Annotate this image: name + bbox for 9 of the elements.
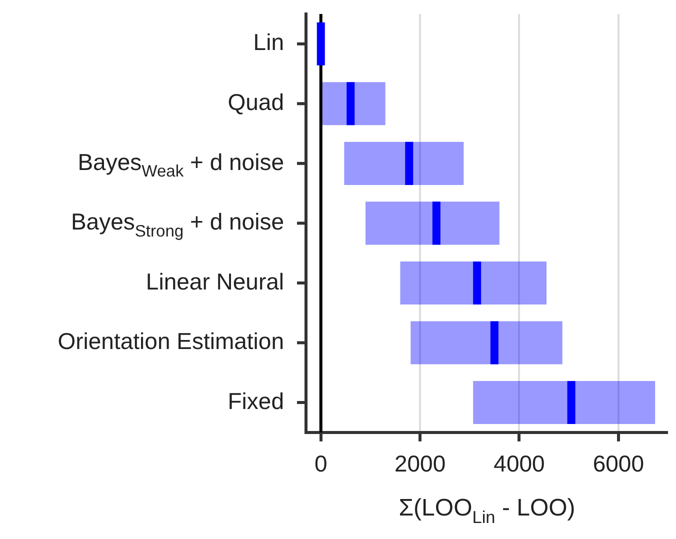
- y-tick-label: Linear Neural: [146, 268, 284, 294]
- y-tick-label: Orientation Estimation: [58, 328, 284, 354]
- y-tick-label: Quad: [228, 89, 284, 115]
- x-tick-label: 6000: [592, 450, 644, 477]
- x-tick-label: 2000: [394, 450, 446, 477]
- x-tick-label: 4000: [494, 450, 545, 477]
- x-tick-label: 0: [314, 450, 328, 477]
- y-tick-label: Fixed: [228, 388, 284, 414]
- y-tick-label: Lin: [253, 29, 284, 56]
